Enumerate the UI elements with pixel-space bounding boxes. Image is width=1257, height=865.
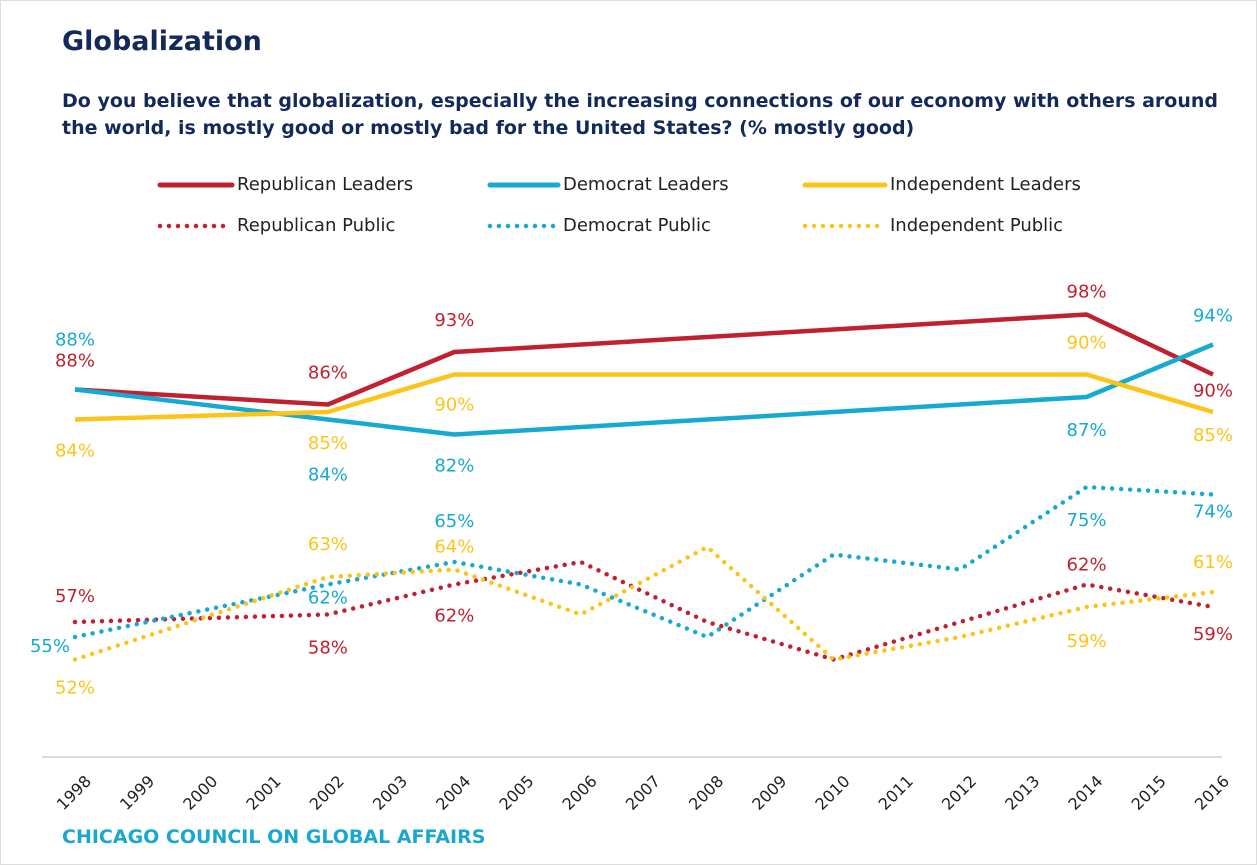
data-label: 55% [30, 636, 70, 657]
data-label: 58% [308, 638, 348, 659]
x-tick-label: 2001 [242, 772, 284, 814]
data-label: 63% [308, 534, 348, 555]
x-tick-label: 2005 [495, 772, 537, 814]
data-label: 59% [1067, 631, 1107, 652]
data-label: 62% [434, 606, 474, 627]
legend-label: Republican Public [237, 215, 395, 236]
data-label: 85% [308, 433, 348, 454]
legend-label: Democrat Leaders [563, 174, 729, 195]
x-tick-label: 2004 [432, 772, 474, 814]
x-tick-label: 1999 [116, 772, 158, 814]
x-tick-label: 2002 [306, 772, 348, 814]
x-tick-label: 2009 [748, 772, 790, 814]
data-label: 88% [55, 330, 95, 351]
legend-label: Republican Leaders [237, 174, 413, 195]
data-label: 62% [1067, 555, 1107, 576]
x-tick-label: 2007 [622, 772, 664, 814]
legend-label: Independent Leaders [890, 174, 1081, 195]
data-label: 57% [55, 586, 95, 607]
data-label: 52% [55, 678, 95, 699]
x-tick-label: 2013 [1001, 772, 1043, 814]
series-line [72, 484, 1216, 640]
chart-title: Globalization [62, 26, 262, 57]
x-tick-label: 2011 [875, 772, 917, 814]
x-tick-label: 2008 [685, 772, 727, 814]
x-tick-label: 2016 [1191, 772, 1233, 814]
data-label: 65% [434, 511, 474, 532]
series-line [74, 372, 1214, 422]
data-label: 98% [1067, 282, 1107, 303]
data-label: 90% [1067, 333, 1107, 354]
x-tick-label: 2012 [938, 772, 980, 814]
data-label: 85% [1193, 425, 1233, 446]
data-label: 94% [1193, 306, 1233, 327]
data-label: 61% [1193, 552, 1233, 573]
data-label: 90% [1193, 381, 1233, 402]
legend-label: Democrat Public [563, 215, 711, 236]
x-tick-label: 2014 [1064, 772, 1106, 814]
data-label: 84% [308, 465, 348, 486]
x-tick-label: 2010 [811, 772, 853, 814]
source: CHICAGO COUNCIL ON GLOBAL AFFAIRS [62, 826, 486, 848]
data-label: 75% [1067, 510, 1107, 531]
data-label: 74% [1193, 502, 1233, 523]
legend-label: Independent Public [890, 215, 1063, 236]
data-label: 87% [1067, 420, 1107, 441]
data-label: 88% [55, 351, 95, 372]
data-label: 64% [434, 537, 474, 558]
data-label: 93% [434, 310, 474, 331]
data-label: 86% [308, 363, 348, 384]
x-tick-label: 2000 [179, 772, 221, 814]
data-label: 82% [434, 456, 474, 477]
data-label: 62% [308, 588, 348, 609]
data-label: 59% [1193, 624, 1233, 645]
data-label: 84% [55, 441, 95, 462]
x-tick-label: 1998 [53, 772, 95, 814]
series-line [74, 342, 1214, 437]
series-line [74, 312, 1214, 407]
x-tick-label: 2003 [369, 772, 411, 814]
x-tick-label: 2006 [559, 772, 601, 814]
x-tick-label: 2015 [1128, 772, 1170, 814]
series-line [72, 544, 1216, 662]
series-line [72, 559, 1216, 662]
data-label: 90% [434, 395, 474, 416]
chart-subtitle: Do you believe that globalization, espec… [62, 90, 1219, 139]
